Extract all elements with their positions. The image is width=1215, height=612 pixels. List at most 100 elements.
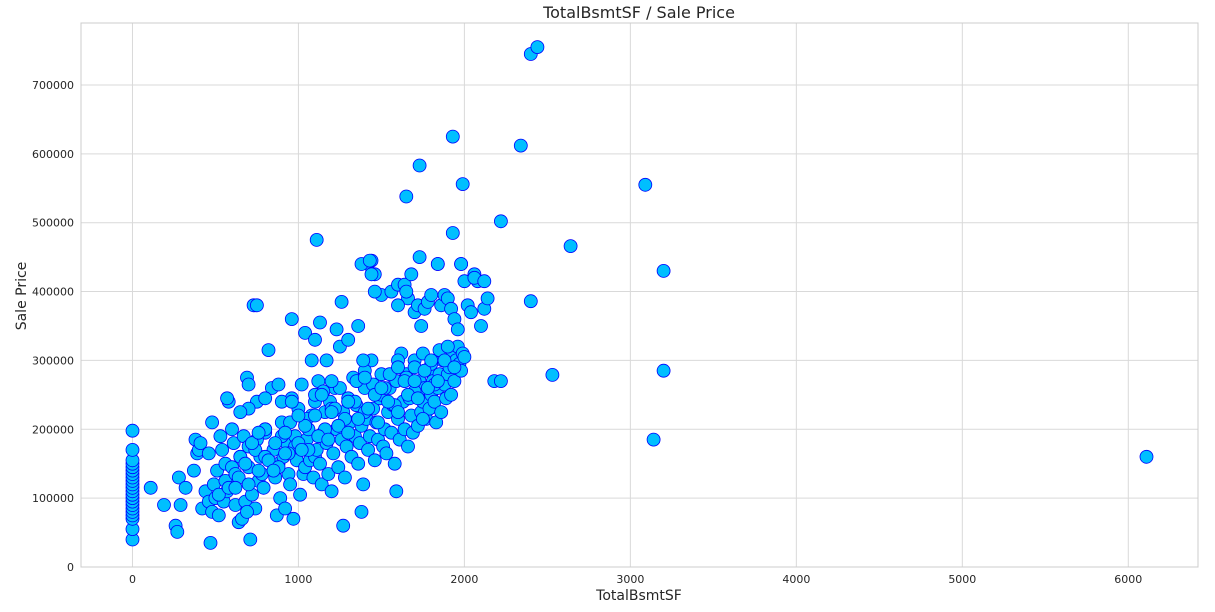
data-point [308, 408, 322, 423]
x-tick-label: 1000 [284, 573, 312, 586]
data-point [203, 536, 218, 550]
x-tick-label: 4000 [782, 573, 810, 586]
data-point [474, 319, 488, 333]
y-axis-title: Sale Price [14, 262, 30, 331]
data-point [329, 322, 344, 337]
y-tick-label: 200000 [32, 423, 74, 436]
data-point [334, 294, 349, 309]
data-point [430, 374, 445, 389]
data-point [414, 319, 429, 333]
data-point [291, 408, 306, 423]
x-tick-label: 2000 [450, 573, 478, 586]
data-point [367, 453, 382, 468]
data-point [362, 253, 377, 268]
data-point [304, 353, 319, 368]
data-point [545, 367, 560, 382]
data-point [245, 436, 259, 451]
data-point [444, 387, 459, 402]
data-point [240, 504, 254, 519]
data-point [205, 415, 220, 430]
data-point [238, 456, 253, 471]
data-point [321, 467, 336, 481]
data-point [391, 298, 405, 313]
data-point [389, 484, 404, 499]
data-point [157, 498, 171, 512]
data-point [464, 305, 478, 320]
data-point [430, 257, 445, 271]
data-point [513, 138, 528, 153]
data-point [412, 250, 427, 265]
data-point [178, 480, 193, 495]
data-point [171, 470, 186, 485]
data-point [454, 257, 469, 271]
data-point [417, 363, 432, 378]
data-point [284, 394, 299, 409]
data-point [404, 267, 419, 282]
data-point [278, 501, 293, 516]
data-point [284, 312, 299, 327]
data-point [357, 370, 372, 385]
data-point [401, 439, 415, 454]
data-point [324, 484, 339, 499]
data-point [251, 425, 266, 440]
data-point [447, 374, 462, 389]
data-point [424, 353, 439, 368]
data-point [251, 463, 266, 478]
data-point [314, 477, 329, 492]
x-tick-label: 0 [129, 573, 136, 586]
data-point [313, 315, 327, 330]
data-point [278, 446, 293, 461]
data-point [331, 460, 346, 475]
data-point [215, 442, 230, 457]
data-point [243, 532, 258, 547]
plot-area-frame [80, 22, 1199, 568]
data-point [457, 350, 472, 364]
data-point [286, 511, 301, 526]
data-point [450, 322, 465, 337]
data-point [261, 343, 276, 358]
y-tick-labels: 0 100000 200000 300000 400000 500000 600000 700… [32, 79, 74, 574]
data-point [241, 377, 256, 392]
data-point [173, 498, 188, 512]
data-point [656, 263, 671, 278]
data-point [193, 436, 208, 451]
data-point [213, 429, 228, 444]
data-point [313, 456, 327, 471]
data-point [321, 432, 336, 447]
data-point [374, 381, 389, 395]
data-point [480, 291, 495, 306]
data-point [201, 446, 216, 461]
data-point [351, 319, 366, 333]
data-point [445, 226, 460, 240]
data-point [298, 325, 313, 340]
grid [81, 23, 1198, 568]
data-point [424, 288, 439, 302]
data-point [493, 374, 508, 389]
data-point [445, 129, 460, 144]
y-tick-label: 600000 [32, 148, 74, 161]
data-point [294, 442, 309, 457]
y-tick-label: 400000 [32, 286, 74, 299]
y-tick-label: 700000 [32, 79, 74, 92]
data-point [434, 405, 449, 420]
data-point [249, 298, 264, 313]
data-point [493, 214, 508, 229]
data-point [308, 332, 322, 347]
y-tick-label: 0 [67, 561, 74, 574]
data-point [391, 360, 405, 375]
data-point [361, 401, 376, 416]
data-point [258, 391, 273, 406]
data-point [361, 442, 376, 457]
data-points [125, 40, 1154, 550]
data-point [420, 381, 435, 395]
data-point [228, 480, 243, 495]
data-point [271, 377, 286, 392]
data-point [356, 477, 371, 492]
data-point [337, 470, 352, 485]
data-point [646, 432, 661, 447]
data-point [294, 377, 309, 392]
data-point [125, 423, 140, 438]
data-point [399, 284, 414, 299]
x-axis-title: TotalBsmtSF [595, 588, 682, 604]
data-point [220, 391, 235, 406]
